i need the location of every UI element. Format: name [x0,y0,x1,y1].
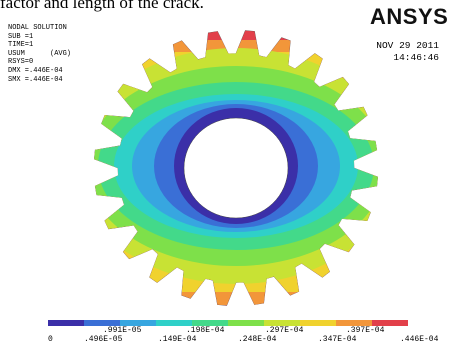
legend-color-bar [48,320,408,326]
solution-info: NODAL SOLUTION SUB =1 TIME=1 USUM (AVG) … [8,24,71,84]
legend-label-bottom: 0 [48,335,53,344]
legend-label-top: .397E-04 [346,326,385,335]
legend-label-bottom: .248E-04 [238,335,277,344]
legend-swatch [84,320,120,326]
center-hole [183,117,289,219]
legend-label-top: .991E-05 [103,326,142,335]
info-usum: USUM (AVG) [8,49,72,58]
legend-swatch [336,320,372,326]
legend-swatch [372,320,408,326]
legend-swatch [192,320,228,326]
date-text: NOV 29 2011 [376,40,439,51]
gear-body [93,30,379,306]
info-sub: SUB =1 [8,32,34,41]
info-time: TIME=1 [8,41,34,50]
legend-swatch [228,320,264,326]
legend-label-top: .297E-04 [265,326,304,335]
legend-label-top: .198E-04 [186,326,225,335]
time-text: 14:46:46 [393,52,439,63]
legend-label-bottom: .446E-04 [400,335,439,344]
legend-swatch [120,320,156,326]
legend-label-bottom: .149E-04 [158,335,197,344]
page-caption: factor and length of the crack. [0,0,204,12]
legend-label-bottom: .496E-05 [84,335,123,344]
timestamp: NOV 29 2011 14:46:46 [376,40,439,64]
legend-swatch [300,320,336,326]
ansys-logo: ANSYS [370,4,449,29]
info-title: NODAL SOLUTION [8,24,67,32]
info-smx: SMX =.446E-04 [8,75,63,84]
legend-swatch [264,320,300,326]
info-dmx: DMX =.446E-04 [8,66,63,75]
info-rsys: RSYS=0 [8,58,34,67]
legend-swatch [48,320,84,326]
legend-label-bottom: .347E-04 [318,335,357,344]
legend-swatch [156,320,192,326]
